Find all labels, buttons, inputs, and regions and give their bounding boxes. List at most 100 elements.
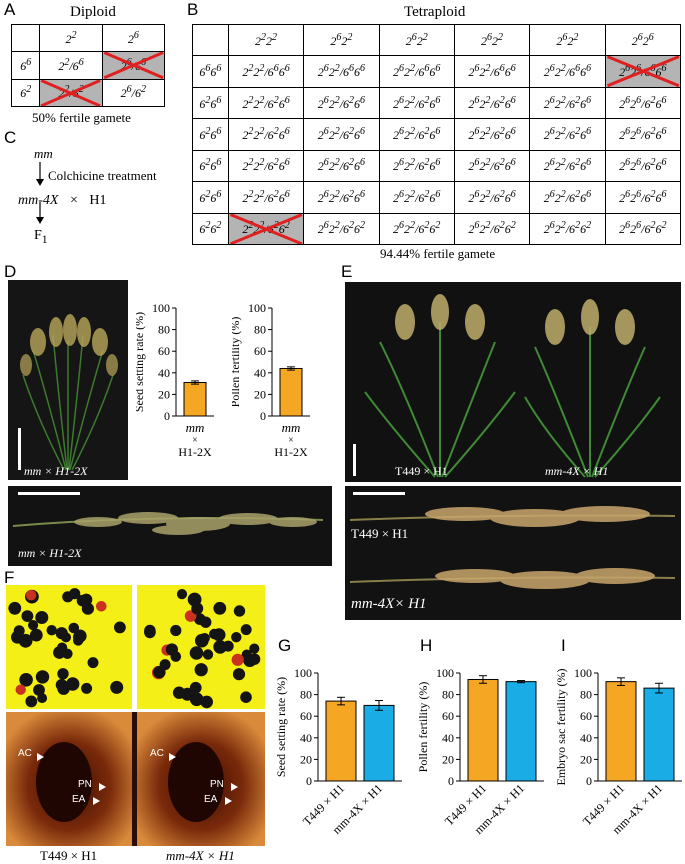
column-header-cell: 2622 — [453, 23, 531, 57]
genotype-cell: 2622/6266 — [529, 118, 606, 151]
genotype-cell: 2622/6266 — [378, 118, 455, 151]
panel-c-treatment: Colchicine treatment — [48, 168, 157, 183]
column-header-cell: 2622 — [303, 23, 380, 57]
x-tick-label: H1-2X — [274, 445, 308, 459]
panicle-illustration — [12, 512, 324, 535]
panel-e-plant-right-label: mm-4X × H1 — [545, 464, 609, 478]
pollen-grain — [13, 625, 25, 637]
embryo-sac-illustration — [6, 712, 265, 846]
y-tick-label: 0 — [448, 774, 454, 788]
y-tick-label: 20 — [254, 387, 266, 401]
genotype-cell: 2622/6266 — [303, 181, 380, 214]
pollen-grain — [66, 677, 80, 691]
pollen-grain — [96, 601, 107, 612]
genotype-cell: 2622/6666 — [378, 55, 455, 88]
genotype-cell: 2622/6266 — [529, 86, 606, 120]
column-header-cell: 2222 — [227, 23, 305, 57]
genotype-cell: 2622/6266 — [529, 181, 606, 214]
y-tick-label: 60 — [442, 709, 454, 723]
panel-label-c: C — [4, 128, 17, 147]
pollen-grain — [81, 682, 93, 694]
genotype-cell: 2622/6266 — [453, 181, 531, 214]
pollen-grain — [180, 687, 194, 701]
genotype-cell: 2626/6262 — [604, 212, 682, 246]
genotype-header-cell — [10, 23, 41, 53]
y-tick-label: 40 — [580, 731, 592, 745]
pollen-grain — [200, 695, 213, 709]
bar — [279, 367, 303, 417]
panel-e-panicle-photo: T449 × H1 mm-4X× H1 — [345, 486, 681, 620]
y-tick-label: 0 — [164, 409, 170, 423]
genotype-cell: 2622/6666 — [453, 55, 531, 88]
genotype-cell: 2222/6666 — [227, 55, 305, 88]
pollen-grains-illustration — [8, 585, 261, 709]
chart-pollen-fertility-2x: 0 20 40 60 80 100 Pollen fertility (%) mm×H1-2X — [232, 301, 310, 459]
genotype-cell: 2622/6262 — [303, 212, 380, 246]
genotype-cell: 2626/6266 — [604, 86, 682, 120]
pollen-grain — [15, 684, 26, 695]
panel-e-panicle-bottom-label: mm-4X× H1 — [351, 596, 427, 612]
panel-label-e: E — [341, 262, 353, 281]
panel-d-photo-label: mm × H1-2X — [24, 464, 88, 478]
pollen-grain — [232, 668, 246, 681]
genotype-cell: 2622/6266 — [453, 149, 531, 183]
genotype-cell: 2222/6266 — [227, 118, 305, 151]
pollen-grain — [200, 616, 212, 628]
genotype-cell: 2622/6266 — [303, 86, 380, 120]
panel-label-i: I — [561, 636, 566, 655]
panel-b-title: Tetraploid — [404, 4, 466, 20]
pollen-grain — [144, 624, 156, 637]
y-axis-label: Seed setting rate (%) — [274, 677, 288, 777]
pollen-grain — [33, 684, 45, 696]
label-pn-left: PN — [78, 779, 92, 790]
genotype-cell: 22/62 — [39, 78, 103, 108]
pollen-grain — [249, 643, 260, 654]
genotype-cell: 2622/6262 — [529, 212, 606, 246]
y-tick-label: 80 — [300, 688, 312, 702]
genotype-header-cell: 26 — [101, 23, 166, 53]
pollen-grain — [76, 594, 89, 607]
pollen-grain — [153, 665, 166, 679]
cross-symbol: × — [69, 193, 78, 208]
pollen-grain — [231, 632, 242, 643]
pollen-grain — [55, 627, 68, 640]
panel-label-h: H — [420, 636, 433, 655]
y-tick-label: 40 — [254, 366, 266, 380]
x-tick-label: × — [288, 435, 294, 446]
panel-c-f1: F1 — [34, 228, 48, 246]
chart-seed-setting-2x: 0 20 40 60 80 100 Seed setting rate (%) mm×H1-2… — [136, 301, 214, 459]
panel-d-plant-photo: mm × H1-2X — [8, 280, 128, 480]
genotype-cell: 2622/6266 — [378, 149, 455, 183]
panel-a-title: Diploid — [70, 4, 116, 20]
diploid-punnett-table: 22 26 66 22/66 26/66 62 22/62 26/62 — [10, 23, 166, 108]
bar — [643, 687, 675, 782]
column-header-cell: 2626 — [604, 23, 682, 57]
pollen-grain — [21, 610, 34, 622]
y-tick-label: 20 — [158, 387, 170, 401]
panel-f-pollen-images — [6, 585, 265, 709]
y-tick-label: 80 — [254, 323, 266, 337]
pollen-grain — [87, 657, 99, 669]
bar — [605, 681, 637, 782]
pollen-grain — [240, 691, 252, 703]
panicles-illustration — [349, 506, 676, 589]
panel-d-panicle-photo: mm × H1-2X — [8, 486, 332, 566]
label-ea-right: EA — [204, 794, 218, 805]
label-pn-right: PN — [210, 779, 224, 790]
pollen-grain — [114, 621, 126, 634]
y-tick-label: 60 — [580, 709, 592, 723]
genotype-cell: 2622/6262 — [378, 212, 455, 246]
y-tick-label: 0 — [260, 409, 266, 423]
y-tick-label: 40 — [158, 366, 170, 380]
genotype-cell: 2622/6266 — [303, 149, 380, 183]
genotype-header-cell: 22 — [39, 23, 103, 53]
panel-label-g: G — [278, 636, 292, 655]
genotype-cell: 2622/6666 — [529, 55, 606, 88]
pollen-grain — [35, 611, 49, 624]
genotype-cell: 2622/6266 — [378, 181, 455, 214]
bar — [183, 382, 207, 417]
pollen-grain — [19, 673, 33, 687]
panel-e-panicle-top-label: T449 × H1 — [351, 526, 409, 541]
